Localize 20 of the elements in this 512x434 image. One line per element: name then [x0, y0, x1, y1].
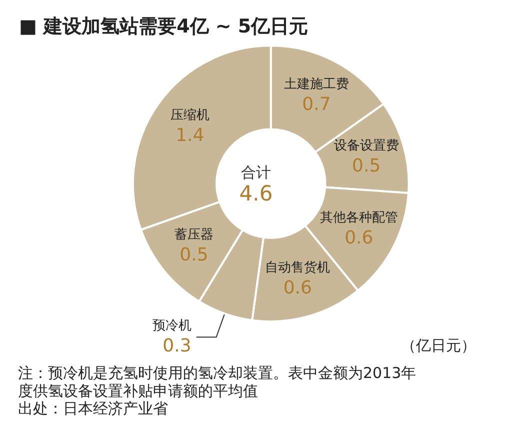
text: 出处：日本经济产业省 — [18, 400, 168, 418]
data-label: 0.5 — [352, 155, 381, 176]
slice-label: 其他各种配管 — [320, 210, 398, 226]
data-label: 0.6 — [344, 228, 374, 249]
data-label: 0.5 — [180, 244, 208, 266]
data-label: 0.6 — [283, 278, 312, 299]
data-label: 0.7 — [302, 94, 331, 116]
data-label: 1.4 — [176, 124, 204, 146]
text: （亿日元） — [401, 336, 476, 354]
text: 注：预冷机是充氢时使用的氢冷却装置。表中金额为2013年度供氢设备设置补贴申请额的平均值 — [18, 364, 416, 400]
text: 4.6 — [239, 182, 273, 206]
slice-label: 蓄压器 — [174, 228, 214, 243]
slice-label: 压缩机 — [170, 108, 210, 123]
chart-title: ■ 建设加氢站需要4亿 ~ 5亿日元 — [19, 16, 308, 38]
slice-label: 预冷机 — [152, 318, 192, 334]
slice-label: 土建施工费 — [284, 77, 349, 92]
text: 合计 — [241, 164, 271, 182]
data-label: 0.3 — [162, 336, 192, 357]
slice-label: 设备设置费 — [334, 138, 399, 154]
slice-label: 自动售货机 — [265, 260, 330, 276]
